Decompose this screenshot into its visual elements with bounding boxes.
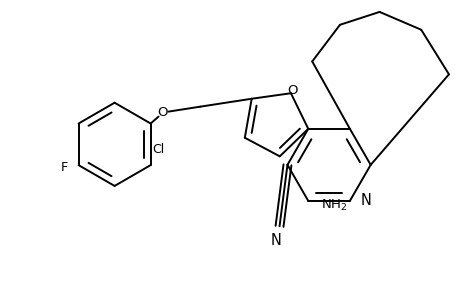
- Text: N: N: [359, 194, 370, 208]
- Text: F: F: [61, 160, 68, 174]
- Text: NH$_2$: NH$_2$: [320, 198, 347, 213]
- Text: O: O: [157, 106, 168, 119]
- Text: O: O: [287, 84, 297, 97]
- Text: N: N: [269, 233, 280, 248]
- Text: Cl: Cl: [152, 143, 164, 156]
